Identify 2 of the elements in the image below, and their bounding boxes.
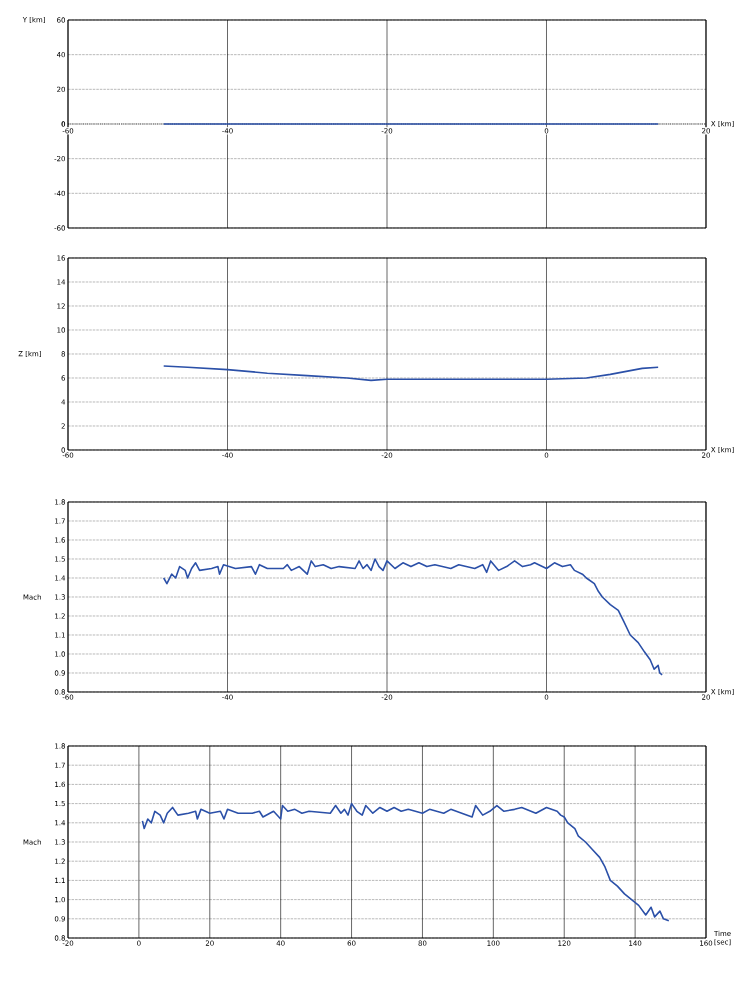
line-series	[141, 802, 670, 922]
line-series	[162, 558, 663, 676]
